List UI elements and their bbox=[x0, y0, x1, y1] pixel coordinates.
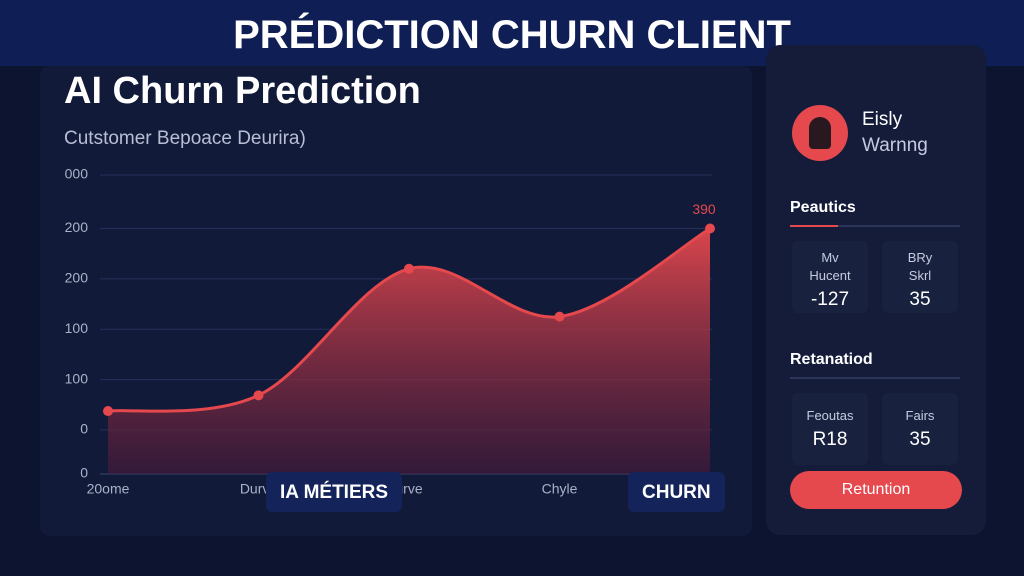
side-panel: Eisly Warnng Peautics Mv Hucent -127 BRy … bbox=[766, 45, 986, 535]
metric-value: 35 bbox=[909, 289, 931, 310]
y-tick-label: 100 bbox=[65, 320, 89, 336]
badge: IA MÉTIERS bbox=[266, 472, 403, 512]
point bbox=[103, 406, 113, 417]
metric-value: 35 bbox=[909, 429, 931, 450]
metric-label: Feoutas bbox=[806, 408, 854, 423]
point bbox=[705, 223, 715, 234]
avatar bbox=[792, 105, 848, 161]
data-label: 390 bbox=[692, 201, 716, 217]
metric-label: Mv Hucent bbox=[809, 250, 851, 283]
x-tick-label: urve bbox=[395, 481, 422, 497]
chart-title: AI Churn Prediction bbox=[64, 70, 421, 112]
divider bbox=[790, 225, 960, 227]
point bbox=[554, 311, 565, 322]
section-title: Retanatiod bbox=[790, 351, 873, 368]
metric-value: R18 bbox=[812, 429, 848, 450]
y-tick-label: 000 bbox=[65, 166, 89, 182]
point bbox=[404, 263, 414, 274]
metric-value: -127 bbox=[810, 289, 850, 310]
chart-subtitle: Cutstomer Bepoace Deurira) bbox=[64, 128, 306, 149]
metric-label: BRy Skrl bbox=[907, 250, 933, 283]
header-title: PRÉDICTION CHURN CLIENT bbox=[0, 0, 1024, 66]
y-tick-label: 200 bbox=[65, 219, 89, 235]
point bbox=[253, 390, 264, 401]
y-tick-label: 200 bbox=[65, 270, 89, 286]
metric-card: Mv Hucent -127 bbox=[792, 241, 868, 313]
metric-card: Feoutas R18 bbox=[792, 393, 868, 465]
user-name: Eisly bbox=[862, 109, 903, 130]
metric-card: Fairs 35 bbox=[882, 393, 958, 465]
area bbox=[108, 228, 710, 474]
x-tick-label: 20ome bbox=[87, 481, 130, 497]
y-tick-label: 0 bbox=[80, 465, 88, 481]
badge: CHURN bbox=[628, 472, 725, 512]
action-button[interactable]: Retuntion bbox=[790, 471, 962, 509]
divider bbox=[790, 377, 960, 379]
y-tick-label: 100 bbox=[65, 370, 89, 386]
metric-label: Fairs bbox=[905, 408, 935, 423]
chart: 0010010020020000039020omeDurveurveChyleD… bbox=[65, 166, 719, 497]
y-tick-label: 0 bbox=[80, 421, 88, 437]
metric-card: BRy Skrl 35 bbox=[882, 241, 958, 313]
user-status: Warnng bbox=[862, 135, 928, 156]
x-tick-label: Chyle bbox=[542, 481, 578, 497]
section-title: Peautics bbox=[790, 199, 856, 216]
